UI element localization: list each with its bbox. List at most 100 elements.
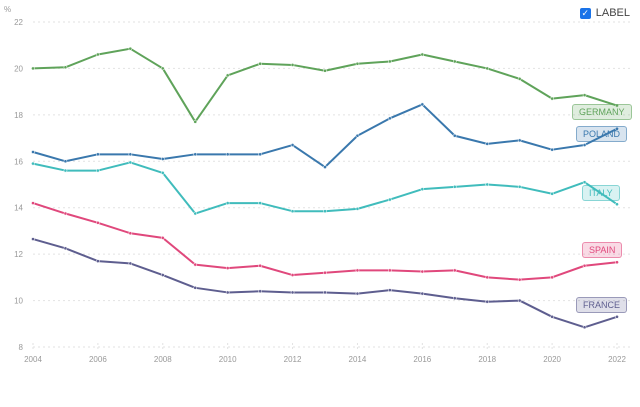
data-point [63, 65, 68, 70]
x-tick-label: 2004 [24, 355, 42, 364]
data-point [323, 209, 327, 214]
data-point [388, 288, 392, 292]
x-tick-label: 2006 [89, 355, 107, 364]
data-point [258, 289, 262, 294]
data-point [355, 61, 360, 66]
data-point [355, 268, 360, 273]
data-point [160, 66, 165, 71]
data-point [258, 201, 262, 205]
data-point [63, 159, 68, 164]
data-point [485, 142, 490, 146]
data-point [31, 237, 35, 241]
data-point [323, 270, 327, 275]
data-point [582, 325, 587, 330]
series-label-italy: ITALY [582, 185, 620, 201]
data-point [388, 197, 392, 202]
data-point [355, 291, 360, 296]
data-point [420, 102, 425, 107]
series-line-germany [32, 47, 618, 123]
y-tick-label: 10 [14, 297, 23, 306]
data-point [355, 207, 360, 211]
data-point [582, 180, 587, 185]
data-point [388, 116, 392, 121]
data-point [517, 277, 522, 282]
data-point [485, 299, 490, 304]
data-point [582, 143, 587, 147]
label-toggle[interactable]: ✓ LABEL [579, 7, 630, 19]
x-tick-label: 2018 [478, 355, 496, 364]
data-point [452, 296, 457, 301]
y-tick-label: 20 [14, 64, 23, 73]
data-point [290, 290, 295, 295]
data-point [225, 266, 230, 270]
data-point [420, 269, 425, 274]
data-point [388, 268, 392, 273]
data-point [96, 259, 100, 263]
data-point [193, 262, 198, 267]
data-point [582, 93, 587, 97]
data-point [323, 165, 327, 169]
x-tick-label: 2012 [284, 355, 302, 364]
data-point [258, 263, 262, 268]
data-point [31, 66, 35, 71]
data-point [485, 275, 490, 280]
data-point [193, 119, 198, 124]
data-point [290, 209, 295, 214]
data-point [517, 298, 522, 303]
data-point [63, 211, 68, 216]
data-point [160, 236, 165, 240]
data-point [452, 59, 457, 64]
label-toggle-text: LABEL [595, 7, 630, 19]
data-point [225, 201, 230, 205]
data-point [193, 285, 198, 290]
x-tick-label: 2010 [219, 355, 237, 364]
data-point [323, 290, 327, 295]
series-line-poland [32, 103, 618, 169]
data-point [615, 260, 619, 265]
x-tick-label: 2020 [543, 355, 561, 364]
data-point [128, 231, 133, 236]
y-tick-label: 18 [14, 111, 23, 120]
data-point [550, 191, 554, 196]
data-point [452, 133, 457, 138]
data-point [96, 168, 100, 173]
data-point [31, 150, 35, 154]
series-label-france: FRANCE [576, 297, 628, 313]
data-point [63, 168, 68, 173]
series-label-germany: GERMANY [572, 104, 632, 120]
data-point [485, 66, 490, 71]
data-point [128, 261, 133, 266]
data-point [225, 73, 230, 78]
data-point [290, 273, 295, 277]
data-point [550, 96, 554, 101]
data-point [31, 201, 35, 205]
y-tick-label: 22 [14, 18, 23, 27]
checkbox-checked-icon[interactable]: ✓ [579, 7, 591, 19]
data-point [517, 138, 522, 143]
x-tick-label: 2022 [608, 355, 626, 364]
data-point [420, 187, 425, 191]
x-tick-label: 2008 [154, 355, 172, 364]
data-point [225, 290, 230, 295]
data-point [96, 220, 100, 225]
data-point [615, 314, 619, 319]
data-point [160, 157, 165, 161]
data-point [452, 268, 457, 273]
data-point [485, 182, 490, 187]
series-line-france [32, 238, 618, 329]
data-point [128, 46, 133, 51]
y-tick-label: 16 [14, 157, 23, 166]
data-point [128, 152, 133, 157]
series-line-spain [32, 202, 618, 281]
data-point [290, 63, 295, 67]
data-point [193, 211, 198, 216]
data-point [193, 152, 198, 157]
data-point [420, 291, 425, 296]
series-line-italy [32, 161, 618, 215]
y-axis-label: % [4, 5, 11, 14]
data-point [517, 77, 522, 81]
data-point [388, 59, 392, 64]
data-point [128, 160, 133, 165]
